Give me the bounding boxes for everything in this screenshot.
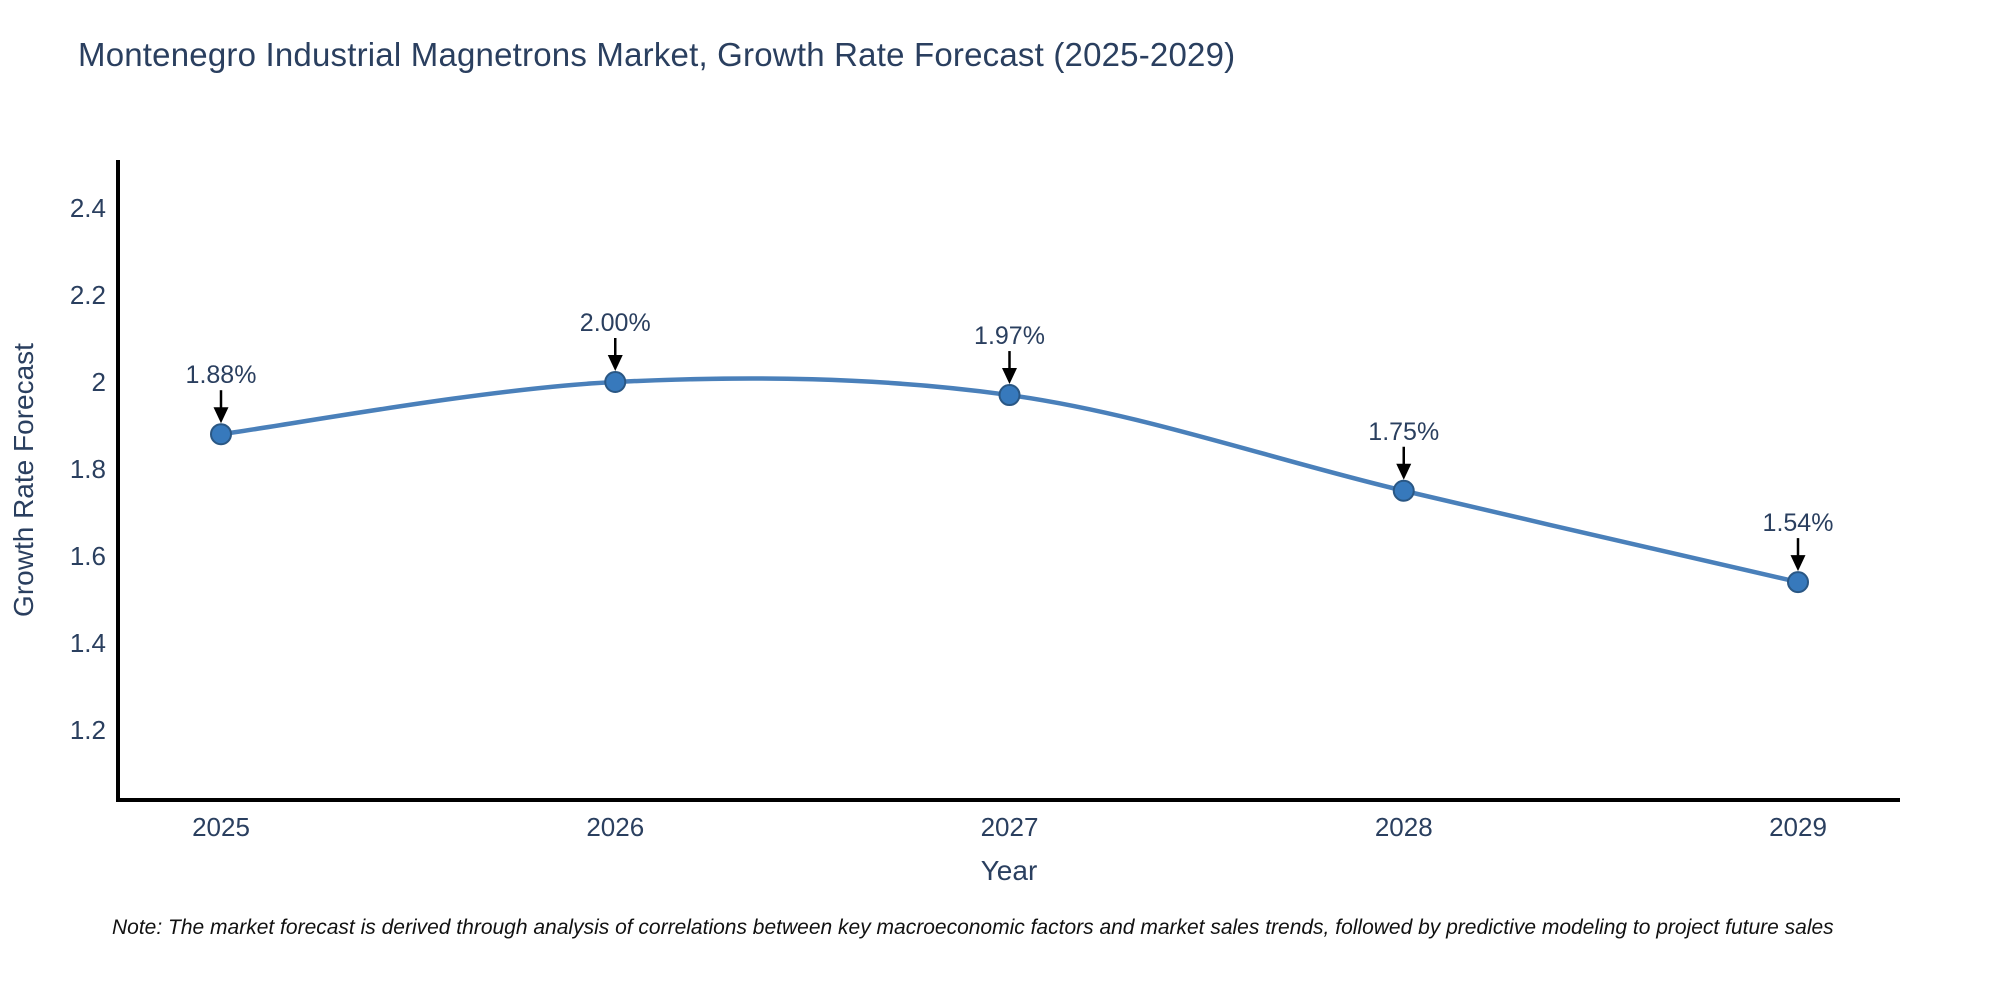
chart-footnote: Note: The market forecast is derived thr…: [112, 916, 1834, 939]
data-point-marker: [604, 371, 627, 393]
y-tick-label: 1.6: [70, 541, 106, 571]
data-point-label: 2.00%: [580, 309, 651, 337]
annotation-arrow-head: [1002, 368, 1017, 385]
data-point-label: 1.88%: [186, 361, 257, 389]
y-tick-label: 1.2: [70, 715, 106, 745]
y-axis-title: Growth Rate Forecast: [8, 343, 39, 617]
x-axis-title: Year: [981, 855, 1038, 886]
y-tick-label: 1.8: [70, 454, 106, 484]
x-tick-label: 2029: [1769, 812, 1827, 842]
chart-title: Montenegro Industrial Magnetrons Market,…: [78, 36, 1236, 73]
y-tick-label: 1.4: [70, 628, 106, 658]
annotation-arrow-head: [213, 407, 229, 424]
annotation-arrow-head: [1790, 555, 1806, 572]
data-point-label: 1.97%: [974, 322, 1045, 350]
x-tick-label: 2028: [1375, 812, 1433, 842]
x-tick-label: 2026: [586, 812, 644, 842]
data-point-label: 1.54%: [1763, 509, 1834, 537]
annotation-arrow-head: [607, 355, 623, 371]
annotation-arrow-head: [1396, 463, 1412, 480]
data-point-marker: [998, 384, 1021, 407]
x-tick-label: 2027: [981, 812, 1039, 842]
data-point-marker: [210, 423, 232, 446]
data-point-marker: [1787, 571, 1809, 594]
data-point-marker: [1392, 479, 1415, 502]
y-tick-label: 2.2: [70, 280, 106, 310]
y-tick-label: 2.4: [70, 193, 106, 223]
growth-rate-line: [218, 376, 1801, 585]
y-tick-label: 2: [92, 367, 106, 397]
x-tick-label: 2025: [192, 812, 250, 842]
data-point-label: 1.75%: [1368, 418, 1439, 446]
